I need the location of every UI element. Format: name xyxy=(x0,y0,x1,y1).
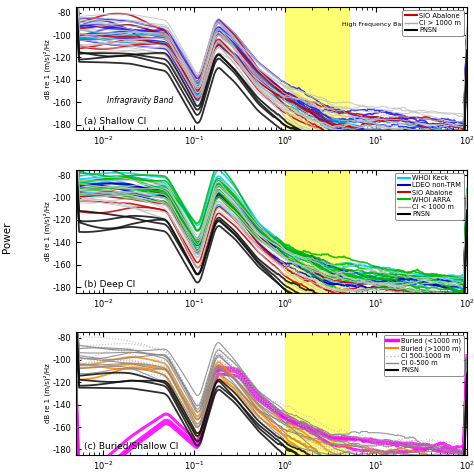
Y-axis label: dB re 1 (m/s)²/Hz: dB re 1 (m/s)²/Hz xyxy=(43,39,51,99)
Bar xyxy=(285,170,348,292)
Legend: Buried (<1000 m), Buried (>1000 m), CI 500-1000 m, CI 0-500 m, PNSN: Buried (<1000 m), Buried (>1000 m), CI 5… xyxy=(384,335,464,376)
Bar xyxy=(285,7,348,130)
Legend: SIO Abalone, CI > 1000 m, PNSN: SIO Abalone, CI > 1000 m, PNSN xyxy=(402,10,464,36)
Text: (c) Buried/Shallow CI: (c) Buried/Shallow CI xyxy=(83,442,178,451)
Text: High Frequency Band: High Frequency Band xyxy=(342,22,409,27)
Text: Power: Power xyxy=(2,221,12,253)
Text: (a) Shallow CI: (a) Shallow CI xyxy=(83,118,146,127)
Legend: WHOI Keck, LDEO non-TRM, SIO Abalone, WHOI ARRA, CI < 1000 m, PNSN: WHOI Keck, LDEO non-TRM, SIO Abalone, WH… xyxy=(395,173,464,219)
Text: Infragravity Band: Infragravity Band xyxy=(107,96,173,105)
Y-axis label: dB re 1 (m/s)²/Hz: dB re 1 (m/s)²/Hz xyxy=(43,364,51,423)
Text: (b) Deep CI: (b) Deep CI xyxy=(83,280,135,289)
Y-axis label: dB re 1 (m/s)²/Hz: dB re 1 (m/s)²/Hz xyxy=(43,201,51,261)
Bar xyxy=(285,332,348,455)
